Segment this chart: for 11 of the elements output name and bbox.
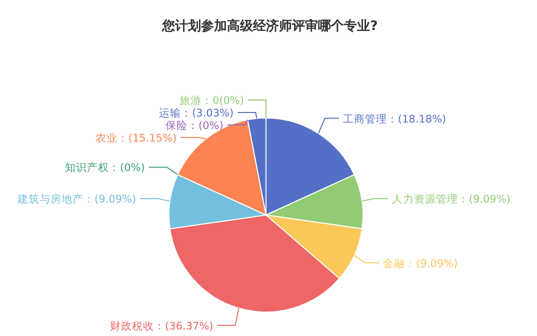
legend-label: 知识产权：(0%)	[64, 161, 145, 174]
chart-title: 您计划参加高级经济师评审哪个专业?	[161, 18, 378, 34]
legend-label: 保险：(0%)	[166, 120, 224, 132]
slice-label: 财政税收：(36.37%)	[110, 319, 214, 332]
slice-label: 运输：(3.03%)	[159, 106, 234, 120]
slice-label: 人力资源管理：(9.09%)	[392, 192, 510, 206]
slice-label: 农业：(15.15%)	[95, 132, 177, 144]
slice-label: 建筑与房地产：(9.09%)	[16, 192, 136, 206]
category-label: 旅游：0(0%)	[179, 95, 244, 107]
slice-label: 工商管理：(18.18%)	[342, 112, 446, 126]
slice-label: 金融：(9.09%)	[383, 258, 458, 270]
